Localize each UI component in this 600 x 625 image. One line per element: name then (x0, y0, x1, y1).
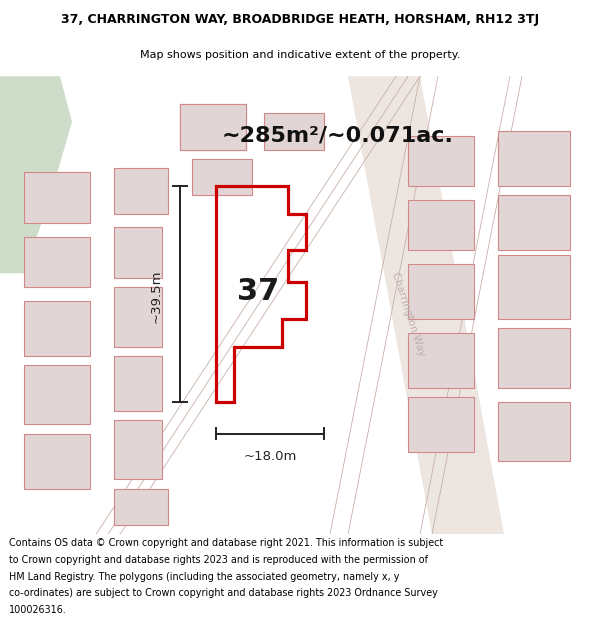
Text: ~285m²/~0.071ac.: ~285m²/~0.071ac. (222, 126, 454, 146)
Polygon shape (24, 301, 90, 356)
Text: 37, CHARRINGTON WAY, BROADBRIDGE HEATH, HORSHAM, RH12 3TJ: 37, CHARRINGTON WAY, BROADBRIDGE HEATH, … (61, 12, 539, 26)
Polygon shape (114, 489, 168, 525)
Text: Contains OS data © Crown copyright and database right 2021. This information is : Contains OS data © Crown copyright and d… (9, 538, 443, 548)
Polygon shape (408, 136, 474, 186)
Text: Map shows position and indicative extent of the property.: Map shows position and indicative extent… (140, 50, 460, 60)
Polygon shape (24, 237, 90, 287)
Polygon shape (24, 365, 90, 424)
Text: ~18.0m: ~18.0m (244, 450, 296, 463)
Polygon shape (408, 264, 474, 319)
Polygon shape (114, 287, 162, 346)
Polygon shape (498, 401, 570, 461)
Polygon shape (114, 168, 168, 214)
Polygon shape (264, 113, 324, 149)
Polygon shape (24, 434, 90, 489)
Polygon shape (192, 159, 252, 196)
Text: 37: 37 (237, 277, 279, 306)
Polygon shape (498, 255, 570, 319)
Polygon shape (114, 356, 162, 411)
Polygon shape (408, 332, 474, 388)
Polygon shape (24, 173, 90, 223)
Polygon shape (348, 76, 504, 534)
Polygon shape (180, 104, 246, 149)
Text: Charrington Way: Charrington Way (389, 271, 427, 358)
Polygon shape (498, 196, 570, 251)
Polygon shape (114, 228, 162, 278)
Text: to Crown copyright and database rights 2023 and is reproduced with the permissio: to Crown copyright and database rights 2… (9, 555, 428, 565)
Polygon shape (114, 420, 162, 479)
Polygon shape (498, 131, 570, 186)
Polygon shape (498, 328, 570, 388)
Text: 100026316.: 100026316. (9, 605, 67, 615)
Polygon shape (180, 104, 246, 149)
Polygon shape (0, 76, 72, 273)
Polygon shape (408, 200, 474, 251)
Text: HM Land Registry. The polygons (including the associated geometry, namely x, y: HM Land Registry. The polygons (includin… (9, 571, 400, 581)
Polygon shape (408, 397, 474, 452)
Text: co-ordinates) are subject to Crown copyright and database rights 2023 Ordnance S: co-ordinates) are subject to Crown copyr… (9, 588, 438, 598)
Text: ~39.5m: ~39.5m (149, 269, 163, 323)
